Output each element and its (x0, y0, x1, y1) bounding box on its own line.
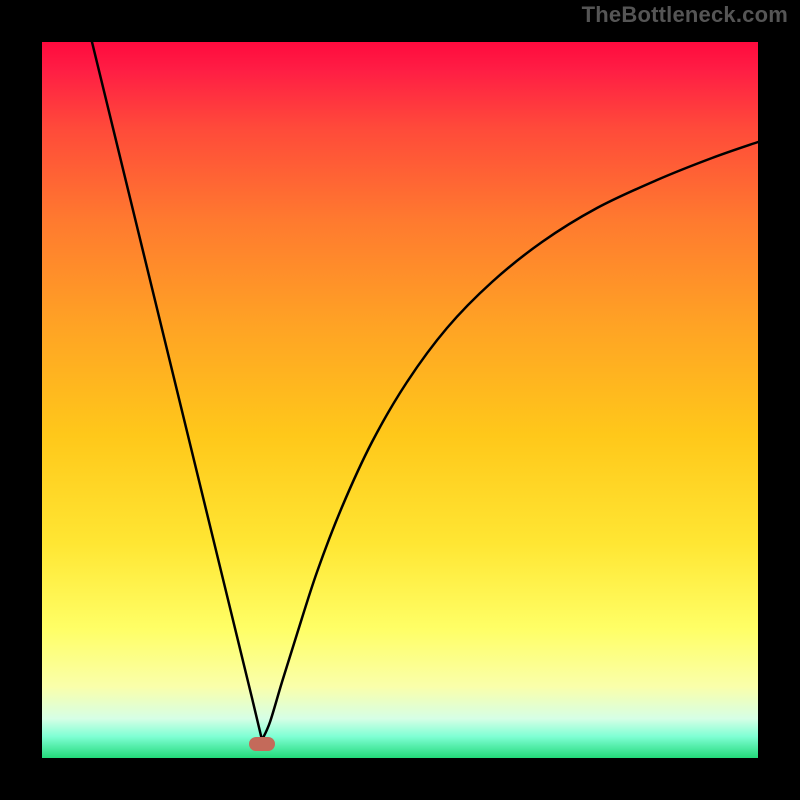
frame-bottom (0, 758, 800, 800)
frame-left (0, 0, 42, 800)
chart-svg (0, 0, 800, 800)
frame-right (758, 0, 800, 800)
plot-background (42, 42, 758, 758)
min-marker (249, 737, 275, 751)
watermark-text: TheBottleneck.com (582, 2, 788, 28)
chart-container: TheBottleneck.com (0, 0, 800, 800)
